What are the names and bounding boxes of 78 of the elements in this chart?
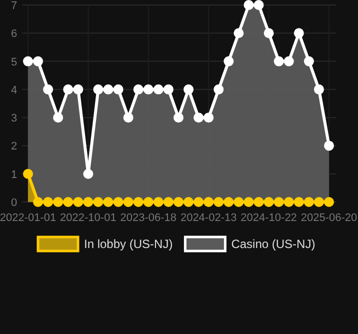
point (73, 197, 84, 207)
y-tick-label: 7 (10, 0, 18, 12)
x-tick-label: 2022-01-01 (0, 212, 56, 224)
point (93, 84, 104, 94)
point (143, 197, 154, 207)
point (254, 197, 264, 207)
point (304, 56, 314, 66)
point (174, 197, 184, 207)
point (254, 0, 264, 10)
point (153, 84, 164, 94)
point (274, 56, 284, 66)
point (33, 197, 44, 207)
y-tick-label: 4 (10, 84, 18, 96)
x-tick-label: 2022-10-01 (60, 212, 116, 224)
point (83, 168, 94, 179)
y-tick-label: 0 (10, 197, 18, 209)
y-tick-label: 5 (10, 56, 18, 68)
point (234, 28, 244, 38)
point (224, 197, 234, 207)
point (23, 56, 33, 66)
y-tick-label: 1 (10, 168, 18, 181)
point (113, 197, 124, 207)
x-tick-label: 2024-02-13 (180, 212, 237, 224)
point (324, 197, 334, 207)
point (274, 197, 284, 207)
point (204, 112, 214, 123)
y-tick-label: 2 (10, 140, 18, 153)
point (103, 84, 114, 94)
point (43, 84, 54, 94)
point (123, 112, 134, 123)
point (163, 197, 174, 207)
point (244, 0, 254, 10)
point (264, 197, 274, 207)
point (133, 197, 144, 207)
point (204, 197, 214, 207)
point (93, 197, 104, 207)
point (214, 197, 224, 207)
x-tick-label: 2025-06-20 (300, 212, 358, 224)
point (194, 112, 204, 123)
point (184, 84, 194, 94)
point (53, 112, 64, 123)
point (123, 197, 134, 207)
point (174, 112, 184, 123)
point (184, 197, 194, 207)
point (83, 197, 94, 207)
point (63, 197, 74, 207)
point (224, 56, 234, 66)
legend-label: Casino (US-NJ) (231, 237, 316, 251)
x-tick-label: 2023-06-18 (120, 212, 177, 224)
y-tick-label: 3 (10, 112, 18, 125)
point (53, 197, 64, 207)
point (33, 56, 44, 66)
point (133, 84, 144, 94)
x-tick-label: 2024-10-22 (240, 212, 297, 224)
point (43, 197, 54, 207)
point (234, 197, 244, 207)
point (23, 168, 33, 179)
point (314, 197, 324, 207)
point (264, 28, 274, 38)
point (324, 140, 334, 151)
point (314, 84, 324, 94)
point (284, 197, 294, 207)
point (194, 197, 204, 207)
point (304, 197, 314, 207)
point (244, 197, 254, 207)
point (294, 197, 304, 207)
point (63, 84, 74, 94)
y-tick-label: 6 (10, 28, 18, 40)
point (103, 197, 114, 207)
point (73, 84, 84, 94)
legend-label: In lobby (US-NJ) (84, 237, 173, 251)
point (153, 197, 164, 207)
point (143, 84, 154, 94)
point (113, 84, 124, 94)
point (284, 56, 294, 66)
point (214, 84, 224, 94)
point (163, 84, 174, 94)
point (294, 28, 304, 38)
